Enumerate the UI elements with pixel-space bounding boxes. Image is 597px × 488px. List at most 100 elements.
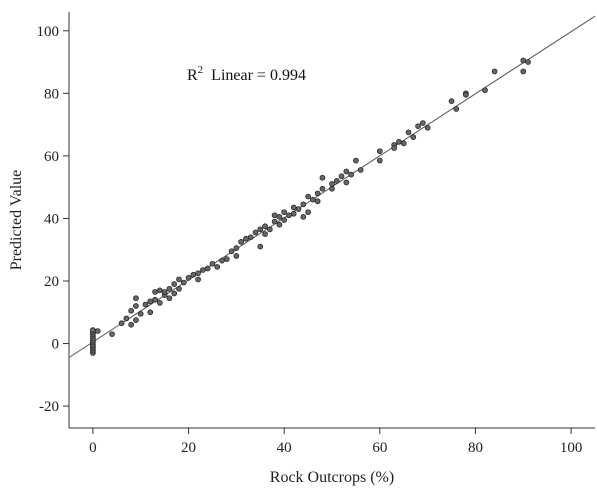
- data-point: [200, 267, 206, 273]
- data-point: [410, 134, 417, 140]
- data-point: [118, 320, 125, 327]
- y-tick-label: 100: [37, 24, 60, 40]
- data-point: [424, 124, 431, 131]
- data-point: [333, 178, 340, 184]
- y-tick-label: 40: [44, 211, 59, 227]
- data-point: [142, 301, 149, 308]
- data-point: [195, 270, 201, 277]
- data-point: [190, 271, 197, 278]
- data-point: [133, 317, 139, 323]
- y-tick-label: -20: [39, 399, 59, 415]
- data-point: [157, 287, 163, 294]
- x-tick-label: 60: [372, 440, 387, 456]
- data-point: [482, 87, 488, 94]
- data-point: [300, 201, 307, 208]
- data-point: [290, 210, 297, 217]
- data-point: [233, 253, 240, 259]
- data-point: [152, 296, 158, 303]
- x-tick-label: 100: [560, 440, 583, 456]
- data-point: [243, 235, 249, 242]
- data-point: [520, 68, 527, 75]
- data-point: [276, 214, 283, 220]
- data-point: [257, 243, 264, 250]
- data-point: [305, 209, 311, 216]
- data-point: [128, 307, 135, 314]
- data-point: [286, 212, 292, 219]
- data-point: [171, 281, 178, 287]
- data-point: [209, 260, 216, 267]
- data-point: [157, 300, 163, 306]
- annotation-r2: R2 Linear = 0.994: [187, 64, 306, 84]
- x-tick-label: 0: [89, 440, 97, 456]
- data-point: [90, 327, 96, 333]
- x-tick-label: 80: [468, 440, 483, 456]
- data-point: [133, 295, 139, 302]
- data-point: [520, 57, 527, 64]
- data-point: [376, 157, 383, 164]
- data-points: [90, 57, 531, 356]
- x-tick-label: 20: [181, 440, 196, 456]
- data-point: [152, 289, 158, 295]
- data-point: [185, 275, 192, 281]
- data-point: [266, 226, 273, 233]
- data-point: [228, 248, 235, 255]
- annotation-r2-prefix: R: [187, 67, 198, 84]
- data-point: [133, 303, 139, 309]
- data-point: [415, 123, 421, 130]
- y-axis-title: Predicted Value: [8, 170, 25, 271]
- x-tick-label: 40: [277, 440, 292, 456]
- data-point: [214, 264, 221, 270]
- data-point: [305, 193, 311, 200]
- data-point: [463, 92, 469, 98]
- data-point: [123, 315, 130, 322]
- data-point: [171, 290, 178, 297]
- data-point: [137, 310, 144, 317]
- data-point: [147, 309, 154, 316]
- data-point: [195, 276, 201, 283]
- data-point: [343, 168, 350, 175]
- y-tick-label: 80: [44, 86, 59, 102]
- data-point: [400, 140, 407, 147]
- x-axis-ticks: 0 20 40 60 80 100: [89, 428, 582, 456]
- data-point: [319, 185, 326, 192]
- data-point: [376, 148, 383, 155]
- data-point: [219, 257, 225, 264]
- data-point: [319, 174, 326, 181]
- data-point: [453, 106, 460, 112]
- data-point: [343, 179, 350, 186]
- data-point: [281, 217, 288, 223]
- y-tick-label: 0: [52, 337, 60, 353]
- x-axis-title: Rock Outcrops (%): [270, 469, 394, 486]
- data-point: [314, 190, 321, 197]
- data-point: [238, 239, 244, 245]
- data-point: [147, 298, 154, 305]
- data-point: [252, 229, 259, 236]
- data-point: [262, 231, 268, 237]
- data-point: [128, 321, 135, 328]
- data-point: [94, 328, 101, 334]
- annotation-r2-superscript: 2: [198, 64, 204, 76]
- data-point: [109, 331, 115, 338]
- data-point: [271, 218, 278, 225]
- data-point: [357, 167, 364, 173]
- data-point: [391, 145, 398, 151]
- y-tick-label: 60: [44, 149, 59, 165]
- data-point: [166, 295, 173, 302]
- data-point: [180, 279, 187, 286]
- data-point: [281, 209, 288, 216]
- data-point: [491, 68, 498, 75]
- data-point: [262, 223, 268, 230]
- data-point: [300, 214, 307, 220]
- data-point: [353, 157, 359, 164]
- y-tick-label: 20: [44, 274, 59, 290]
- data-point: [396, 138, 402, 145]
- data-point: [314, 198, 321, 205]
- data-point: [223, 256, 230, 262]
- data-point: [276, 221, 283, 228]
- data-point: [448, 98, 455, 104]
- data-point: [176, 285, 182, 292]
- data-point: [271, 212, 278, 219]
- annotation-r2-text: Linear = 0.994: [211, 67, 306, 84]
- data-point: [525, 59, 531, 65]
